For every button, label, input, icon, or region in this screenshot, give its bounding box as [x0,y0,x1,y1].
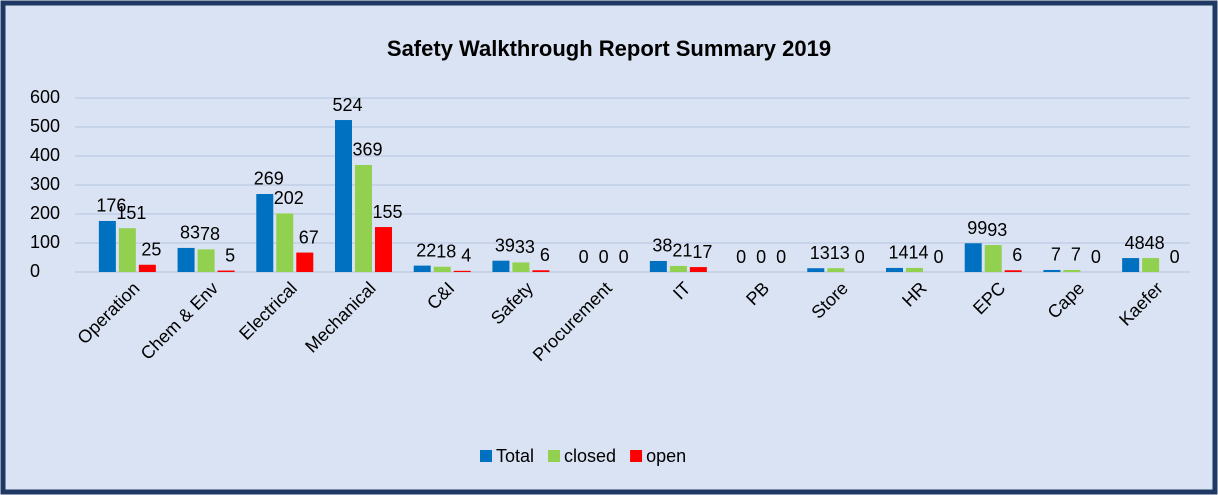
data-label: 0 [776,247,786,267]
data-label: 33 [515,237,535,257]
data-label: 78 [200,224,220,244]
legend-swatch [548,450,561,462]
data-label: 0 [599,247,609,267]
data-label: 39 [495,235,515,255]
bar [138,264,156,272]
data-label: 202 [274,188,304,208]
y-tick-label: 300 [30,174,60,194]
data-label: 38 [652,236,672,256]
data-label: 369 [352,140,382,160]
bar [453,270,471,272]
data-label: 0 [756,247,766,267]
bar [177,247,195,272]
bar [276,213,294,272]
bar [197,249,215,272]
bar [649,260,667,272]
data-label: 0 [736,247,746,267]
bar [669,265,687,272]
y-tick-label: 200 [30,203,60,223]
data-label: 155 [372,202,402,222]
data-label: 0 [579,247,589,267]
legend-swatch [630,450,643,462]
data-label: 0 [855,247,865,267]
legend-label: closed [564,446,616,466]
data-label: 22 [416,240,436,260]
data-label: 269 [254,169,284,189]
bar [1004,270,1022,272]
data-label: 4 [461,246,471,266]
y-tick-label: 500 [30,116,60,136]
data-label: 99 [967,218,987,238]
bar [118,228,136,272]
data-label: 176 [96,196,126,216]
legend-label: Total [496,446,534,466]
data-label: 17 [692,242,712,262]
data-label: 7 [1071,245,1081,265]
bar [98,220,116,272]
data-label: 21 [672,241,692,261]
bar [335,120,352,272]
data-label: 48 [1125,233,1145,253]
bar [375,227,392,272]
data-label: 0 [1170,247,1180,267]
bar [1043,269,1061,272]
data-label: 6 [540,245,550,265]
bar [906,267,923,272]
bar [492,260,510,272]
data-label: 14 [888,243,908,263]
bar [413,265,431,272]
bar [256,193,274,272]
bar [1122,258,1140,272]
bar [886,267,903,272]
bar [984,245,1002,272]
data-label: 48 [1145,233,1165,253]
y-tick-label: 0 [30,261,40,281]
data-label: 0 [933,247,943,267]
data-label: 93 [987,220,1007,240]
legend-label: open [646,446,686,466]
bar [964,243,982,272]
y-tick-label: 100 [30,232,60,252]
data-label: 13 [830,243,850,263]
y-tick-label: 400 [30,145,60,165]
bar [827,268,845,272]
data-label: 0 [619,247,629,267]
data-label: 6 [1012,245,1022,265]
bar [355,164,372,272]
data-label: 0 [1091,247,1101,267]
bar [532,270,550,272]
bar [296,252,314,272]
bar [689,267,707,272]
data-label: 151 [116,203,146,223]
data-label: 14 [908,243,928,263]
data-label: 67 [299,227,319,247]
data-label: 13 [810,243,830,263]
data-label: 83 [180,223,200,243]
data-label: 25 [141,240,161,260]
data-label: 18 [436,242,456,262]
bar [1063,269,1081,272]
bar [807,268,825,272]
legend-swatch [480,450,492,462]
bar [217,270,235,272]
y-tick-label: 600 [30,87,60,107]
chart-title: Safety Walkthrough Report Summary 2019 [387,36,831,61]
bar [433,266,451,272]
data-label: 5 [225,245,235,265]
bar [1142,258,1160,272]
bar [512,262,530,272]
data-label: 7 [1051,245,1061,265]
data-label: 524 [332,95,362,115]
